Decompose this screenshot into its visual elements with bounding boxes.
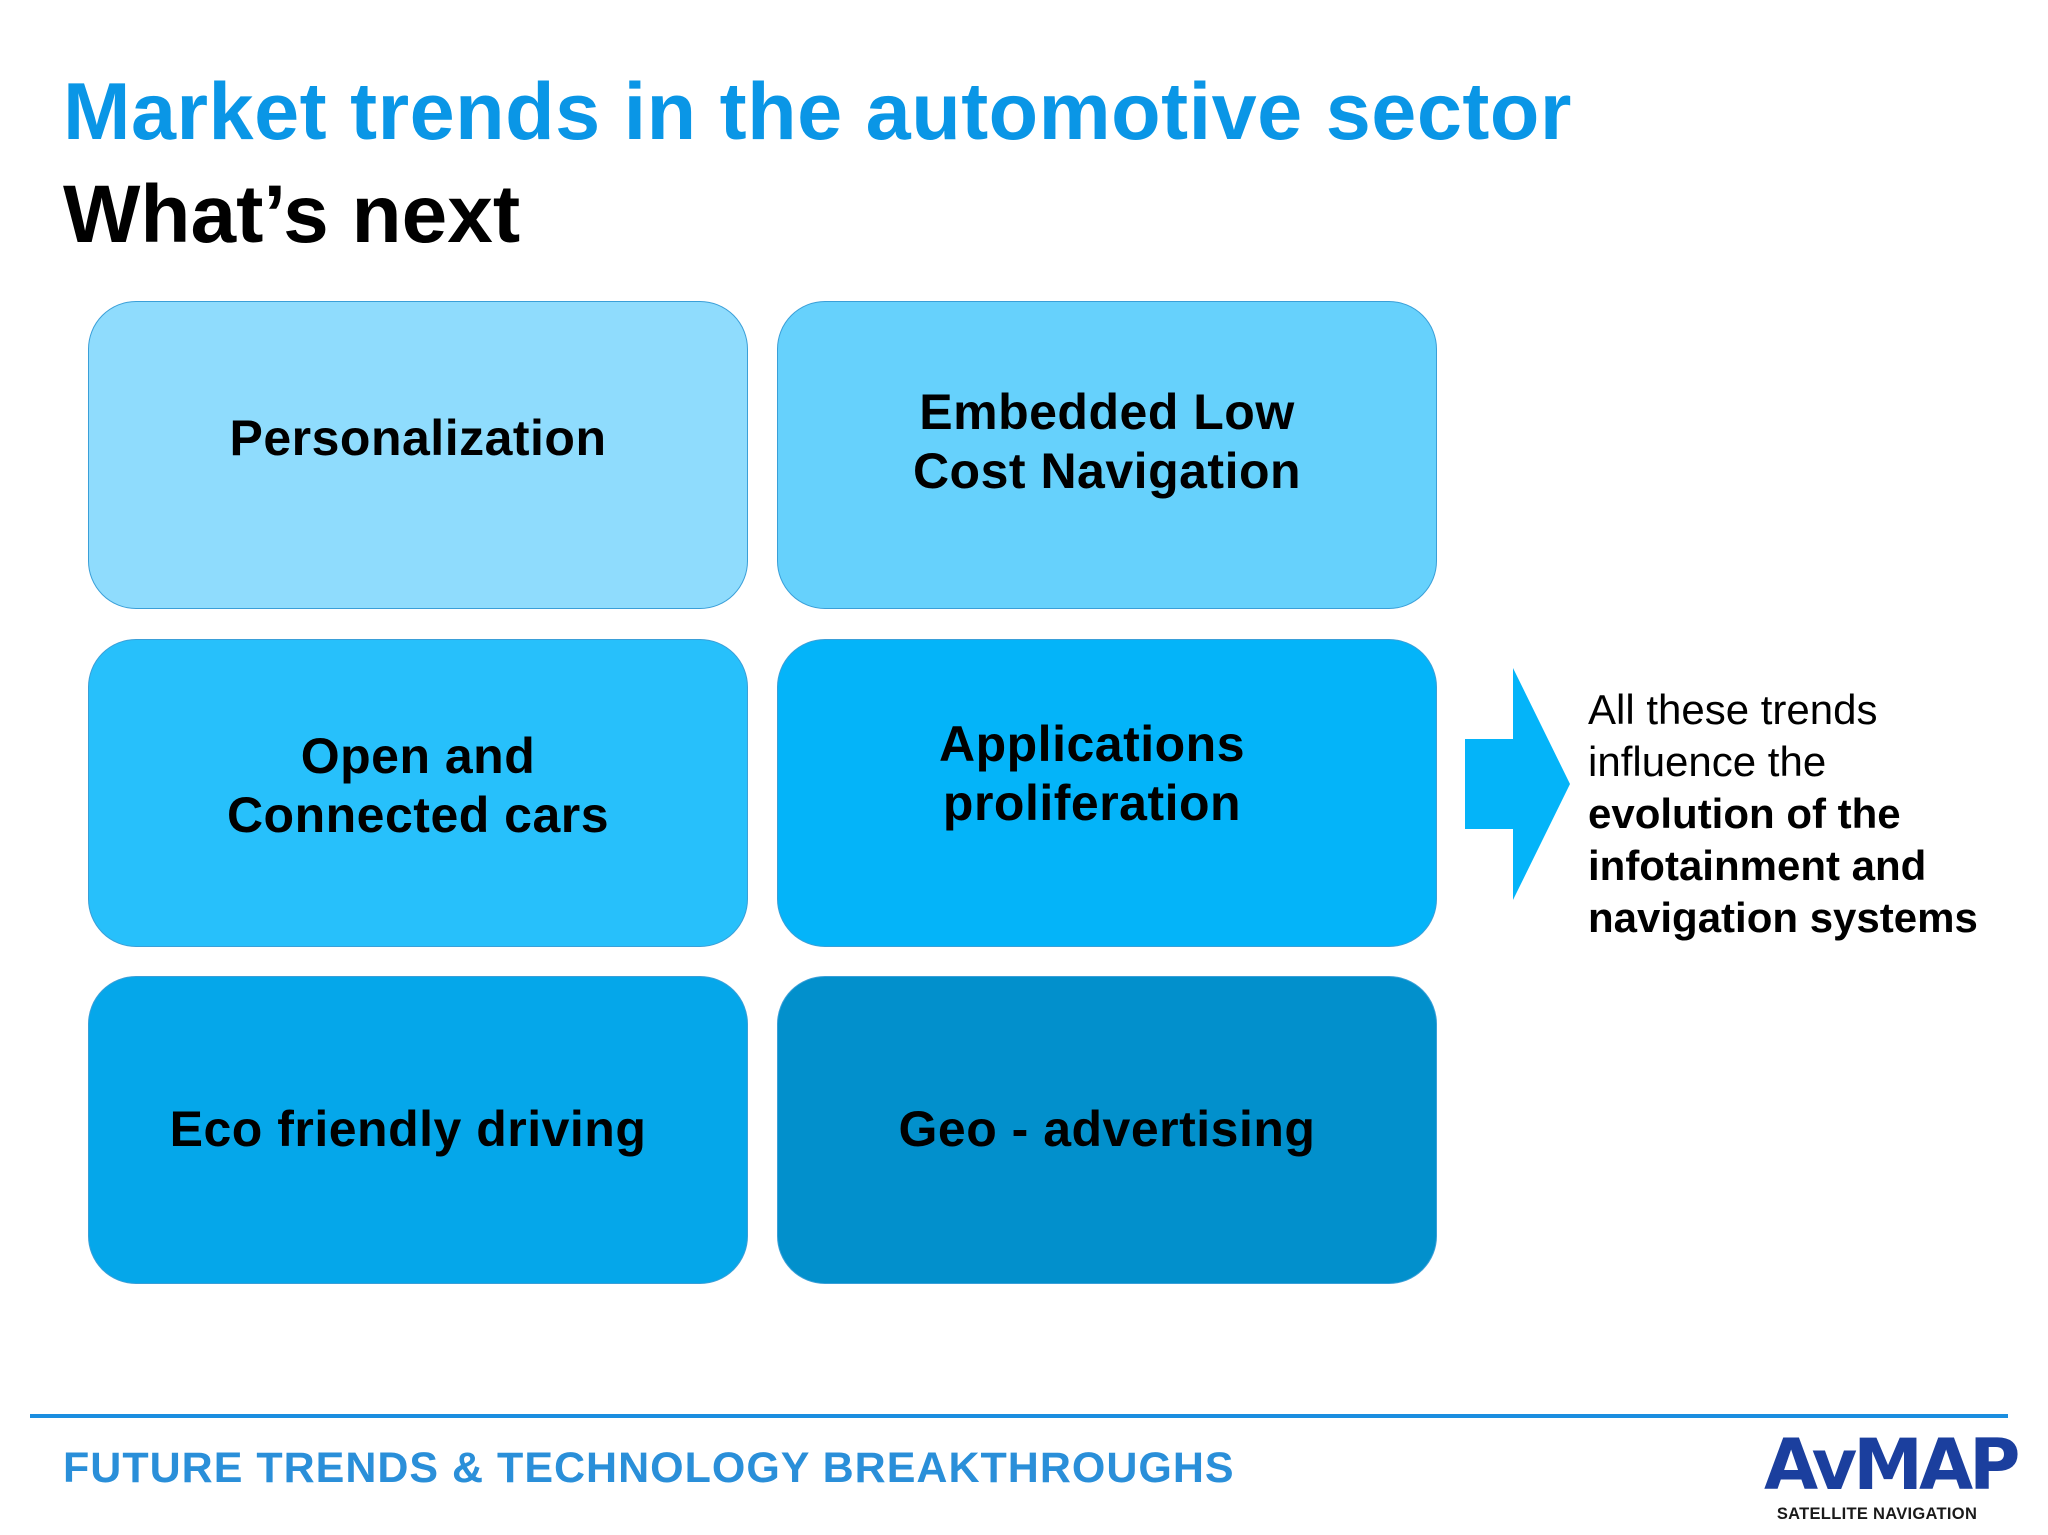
conclusion-line: All these trends xyxy=(1588,686,1878,733)
logo-tagline: SATELLITE NAVIGATION xyxy=(1776,1505,1978,1523)
trend-box-embedded-navigation: Embedded Low Cost Navigation xyxy=(777,301,1437,609)
footer-text: FUTURE TRENDS & TECHNOLOGY BREAKTHROUGHS xyxy=(63,1444,1235,1492)
trend-label-line: Eco friendly driving xyxy=(169,1100,647,1157)
trend-label-line: Connected cars xyxy=(226,787,610,843)
conclusion-line: influence the xyxy=(1588,738,1827,785)
right-arrow-icon xyxy=(1465,668,1570,900)
conclusion-bold-line: infotainment and xyxy=(1588,842,1927,889)
trend-label-line: Applications xyxy=(938,716,1246,772)
trend-label: Embedded Low Cost Navigation xyxy=(913,383,1301,501)
trend-label-line: proliferation xyxy=(942,775,1242,831)
avmap-logo: AvMAP SATELLITE NAVIGATION xyxy=(1764,1424,2020,1523)
trend-label: Geo - advertising xyxy=(899,1100,1316,1159)
trend-label: Applications proliferation xyxy=(939,715,1245,833)
logo-wordmark: AvMAP xyxy=(1764,1424,2020,1506)
trend-label-line: Embedded Low xyxy=(919,384,1295,440)
slide-subtitle: What’s next xyxy=(63,169,521,260)
trend-box-applications: Applications proliferation xyxy=(777,639,1437,947)
conclusion-text: All these trends influence the evolution… xyxy=(1588,684,1978,944)
slide-title: Market trends in the automotive sector xyxy=(63,67,1572,157)
trend-label-line: Open and xyxy=(300,728,536,784)
trend-box-eco-driving: Eco friendly driving xyxy=(88,976,748,1284)
trend-box-personalization: Personalization xyxy=(88,301,748,609)
trend-label-line: Cost Navigation xyxy=(912,443,1302,499)
trend-label: Open and Connected cars xyxy=(227,727,609,845)
trend-label-line: Geo - advertising xyxy=(898,1100,1316,1157)
conclusion-bold-line: evolution of the xyxy=(1588,790,1901,837)
trend-label: Personalization xyxy=(229,409,606,468)
footer-divider xyxy=(30,1414,2008,1418)
trend-label: Eco friendly driving xyxy=(170,1100,647,1159)
trend-label-line: Personalization xyxy=(229,409,607,466)
trend-box-geo-advertising: Geo - advertising xyxy=(777,976,1437,1284)
conclusion-bold-line: navigation systems xyxy=(1588,894,1978,941)
trend-box-connected-cars: Open and Connected cars xyxy=(88,639,748,947)
